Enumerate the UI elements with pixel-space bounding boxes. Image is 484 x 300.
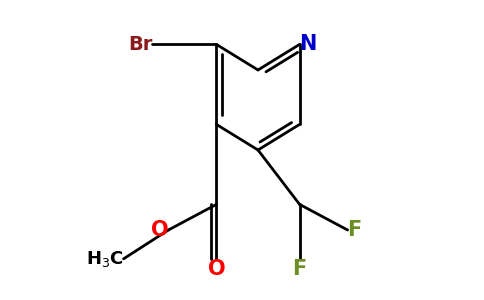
- Text: F: F: [348, 220, 362, 240]
- Text: N: N: [300, 34, 317, 54]
- Text: H$_3$C: H$_3$C: [86, 249, 123, 269]
- Text: F: F: [292, 259, 307, 279]
- Text: O: O: [208, 259, 225, 279]
- Text: Br: Br: [128, 35, 152, 54]
- Text: O: O: [151, 220, 168, 240]
